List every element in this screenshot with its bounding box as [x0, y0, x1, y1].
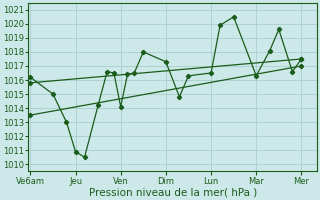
- X-axis label: Pression niveau de la mer( hPa ): Pression niveau de la mer( hPa ): [89, 187, 257, 197]
